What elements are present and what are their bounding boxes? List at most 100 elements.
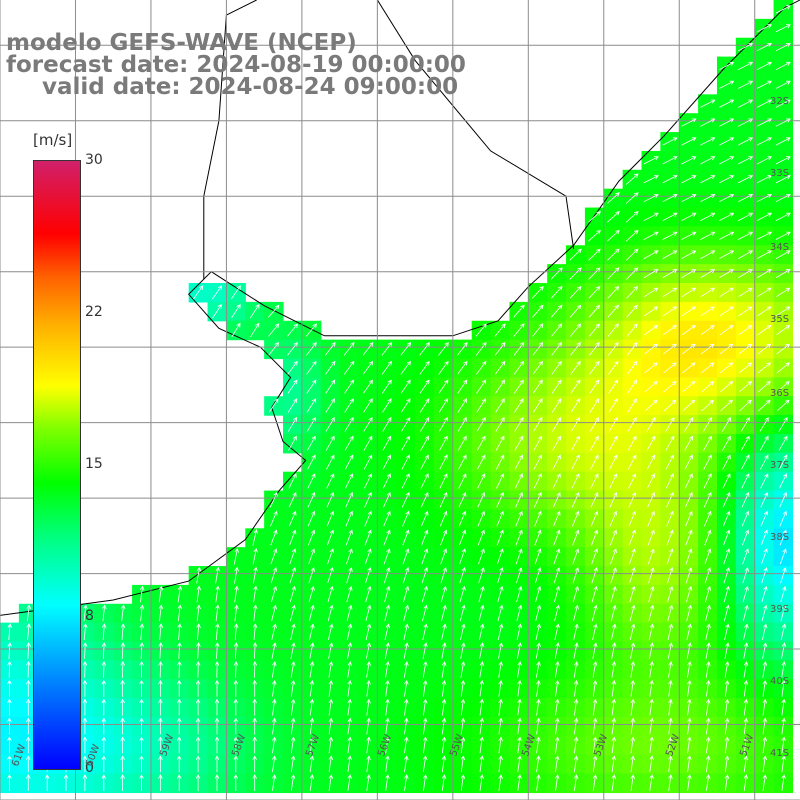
- wind-arrow: [498, 736, 503, 754]
- wind-arrow: [667, 642, 673, 659]
- wind-arrow: [384, 585, 391, 603]
- wind-arrow: [681, 250, 697, 259]
- wind-arrow: [719, 231, 735, 240]
- wind-arrow: [534, 548, 542, 565]
- wind-arrow: [554, 661, 560, 678]
- wind-arrow: [780, 604, 787, 622]
- wind-arrow: [571, 454, 580, 470]
- wind-arrow: [516, 642, 522, 659]
- colorbar-tick-15: 15: [85, 456, 103, 472]
- wind-arrow: [591, 604, 598, 622]
- wind-arrow: [626, 304, 638, 318]
- wind-arrow: [700, 194, 716, 203]
- wind-arrow: [196, 623, 201, 641]
- wind-arrow: [363, 435, 373, 451]
- wind-arrow: [120, 755, 125, 773]
- wind-arrow: [647, 473, 655, 489]
- wind-arrow: [478, 567, 485, 584]
- wind-cell: [358, 339, 378, 360]
- wind-arrow: [422, 642, 428, 659]
- wind-arrow: [385, 717, 390, 735]
- wind-arrow: [120, 679, 125, 697]
- wind-arrow: [101, 698, 107, 716]
- wind-arrow: [457, 342, 468, 356]
- wind-arrow: [630, 642, 636, 659]
- wind-arrow: [476, 435, 486, 451]
- wind-cell: [603, 339, 624, 360]
- colorbar: [33, 160, 81, 770]
- wind-arrow: [252, 774, 257, 791]
- wind-arrow: [704, 548, 712, 565]
- wind-arrow: [309, 717, 315, 735]
- wind-arrow: [611, 642, 617, 659]
- wind-arrow: [757, 343, 772, 355]
- wind-arrow: [743, 717, 749, 735]
- wind-cell: [735, 150, 756, 171]
- wind-arrow: [778, 435, 788, 451]
- wind-arrow: [626, 342, 638, 356]
- wind-arrow: [516, 623, 523, 640]
- wind-arrow: [668, 736, 673, 754]
- wind-arrow: [573, 736, 579, 754]
- wind-arrow: [479, 717, 485, 735]
- wind-cell: [773, 18, 794, 39]
- wind-arrow: [607, 211, 620, 223]
- wind-arrow: [385, 661, 390, 678]
- wind-cell: [660, 377, 680, 397]
- wind-arrow: [268, 342, 280, 356]
- wind-cell: [679, 207, 699, 228]
- wind-cell: [452, 490, 473, 511]
- wind-arrow: [686, 642, 692, 659]
- wind-cell: [754, 509, 775, 529]
- wind-arrow: [625, 173, 639, 185]
- wind-arrow: [775, 80, 791, 89]
- wind-arrow: [234, 604, 239, 622]
- wind-arrow: [494, 323, 506, 337]
- wind-arrow: [403, 623, 409, 640]
- lat-label-39s: 39S: [770, 604, 790, 615]
- wind-arrow: [441, 623, 447, 640]
- wind-arrow: [684, 473, 693, 489]
- wind-arrow: [214, 774, 220, 791]
- wind-arrow: [644, 362, 658, 374]
- wind-cell: [584, 283, 605, 303]
- wind-cell: [283, 358, 303, 378]
- wind-arrow: [629, 548, 636, 565]
- wind-cell: [566, 471, 586, 492]
- wind-cell: [490, 433, 511, 454]
- wind-cell: [509, 358, 529, 378]
- wind-cell: [320, 433, 341, 454]
- wind-arrow: [628, 510, 636, 527]
- wind-arrow: [82, 679, 88, 697]
- wind-cell: [283, 377, 303, 397]
- wind-arrow: [289, 585, 296, 603]
- wind-arrow: [7, 642, 12, 659]
- wind-arrow: [270, 567, 278, 584]
- wind-cell: [660, 358, 680, 378]
- wind-arrow: [401, 416, 411, 432]
- wind-arrow: [384, 623, 391, 640]
- wind-arrow: [590, 435, 599, 451]
- wind-arrow: [328, 717, 334, 735]
- wind-arrow: [761, 604, 768, 622]
- wind-cell: [566, 415, 586, 435]
- wind-cell: [773, 509, 794, 529]
- wind-cell: [358, 509, 378, 529]
- wind-arrow: [776, 325, 791, 336]
- wind-arrow: [383, 510, 391, 527]
- wind-arrow: [420, 491, 429, 508]
- wind-arrow: [588, 211, 601, 223]
- wind-arrow: [402, 567, 410, 584]
- wind-arrow: [365, 585, 372, 603]
- wind-arrow: [686, 585, 693, 603]
- wind-arrow: [684, 435, 693, 451]
- wind-cell: [320, 566, 341, 586]
- wind-cell: [566, 396, 586, 416]
- wind-arrow: [532, 285, 544, 299]
- wind-arrow: [230, 285, 241, 300]
- wind-cell: [679, 150, 699, 171]
- wind-arrow: [628, 491, 637, 508]
- wind-arrow: [643, 269, 659, 278]
- wind-cell: [773, 207, 794, 228]
- wind-cell: [716, 150, 737, 171]
